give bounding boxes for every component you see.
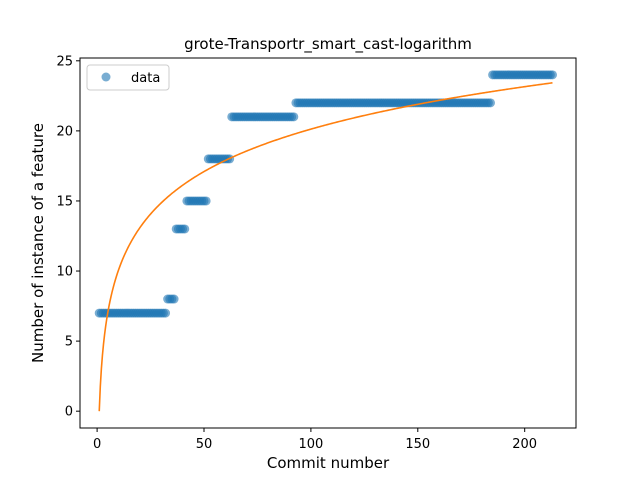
y-tick-label: 0 (65, 405, 73, 420)
chart-title: grote-Transportr_smart_cast-logarithm (184, 35, 472, 54)
data-point (485, 98, 495, 108)
x-tick-label: 100 (298, 437, 323, 452)
y-tick-label: 10 (56, 265, 73, 280)
fit-line (98, 82, 553, 412)
y-tick-label: 20 (56, 124, 73, 139)
data-point (161, 308, 171, 318)
data-point (180, 224, 190, 234)
y-axis-label: Number of instance of a feature (29, 123, 47, 363)
y-tick-label: 25 (56, 54, 73, 69)
legend-marker-data (101, 72, 111, 82)
legend-box (86, 64, 170, 91)
y-tick-label: 5 (65, 335, 73, 350)
legend: data (86, 64, 170, 91)
data-point (547, 70, 557, 80)
data-point (169, 294, 179, 304)
data-point (201, 196, 211, 206)
x-tick-label: 0 (93, 437, 101, 452)
x-axis: 0 50 100 150 200 (93, 428, 537, 452)
plot-frame (79, 57, 577, 429)
y-tick-label: 15 (56, 194, 73, 209)
plot-area (94, 70, 557, 412)
data-point (289, 112, 299, 122)
y-axis: 0 5 10 15 20 25 (56, 54, 80, 420)
x-tick-label: 200 (512, 437, 537, 452)
x-tick-label: 50 (196, 437, 213, 452)
x-tick-label: 150 (405, 437, 430, 452)
x-axis-label: Commit number (267, 454, 390, 472)
legend-label-data: data (131, 71, 160, 86)
